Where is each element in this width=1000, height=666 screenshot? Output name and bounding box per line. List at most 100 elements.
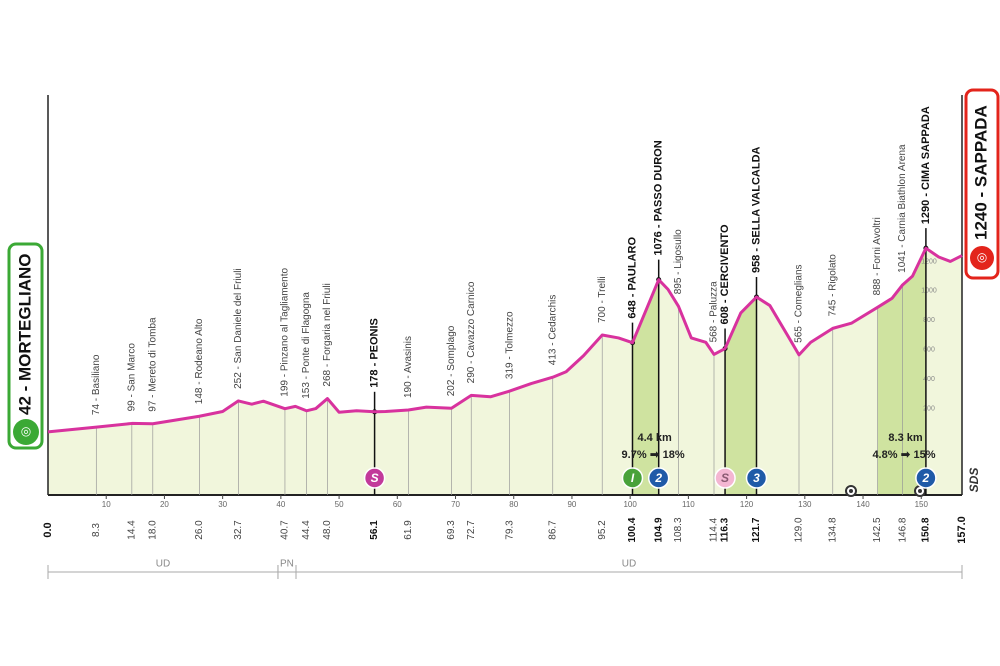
- marker-label: S: [721, 471, 729, 485]
- x-tick-label: 30: [218, 500, 227, 509]
- steep-arrow: ➡: [650, 449, 660, 461]
- marker-label: 2: [922, 471, 930, 485]
- waypoint-label: 1076 - PASSO DURON: [653, 140, 665, 255]
- waypoint-km: 26.0: [194, 520, 205, 540]
- x-tick-label: 20: [160, 500, 169, 509]
- waypoint-km: 69.3: [446, 520, 457, 540]
- logo: SDS: [967, 468, 981, 493]
- waypoint-label: 648 - PAULARO: [626, 237, 638, 319]
- plot: [48, 248, 962, 495]
- waypoint-label: 745 - Rigolato: [827, 254, 838, 317]
- waypoint-km: 100.4: [627, 517, 638, 542]
- waypoint-label: 895 - Ligosullo: [673, 229, 684, 294]
- x-tick-label: 90: [567, 500, 576, 509]
- waypoint-label: 202 - Somplago: [446, 325, 457, 396]
- x-tick-label: 100: [623, 500, 637, 509]
- region-label: UD: [156, 559, 170, 570]
- waypoint-km: 72.7: [466, 520, 477, 540]
- steep-grade: 4.8%: [872, 449, 897, 461]
- waypoint-label: 290 - Cavazzo Carnico: [466, 281, 477, 383]
- waypoint-label: 565 - Comeglians: [794, 264, 805, 342]
- waypoint-label: 148 - Rodeano Alto: [194, 318, 205, 404]
- y-tick-label: 600: [923, 347, 935, 354]
- waypoint-label: 1041 - Carnia Biathlon Arena: [897, 144, 908, 273]
- waypoint-km: 129.0: [794, 517, 805, 542]
- marker-label: 2: [654, 471, 662, 485]
- y-tick-label: 400: [923, 376, 935, 383]
- x-tick-label: 70: [451, 500, 460, 509]
- waypoint-label: 608 - CERCIVENTO: [719, 224, 731, 324]
- x-tick-label: 40: [276, 500, 285, 509]
- waypoint-km: 48.0: [322, 520, 333, 540]
- steep-grade: 9.7%: [622, 449, 647, 461]
- waypoint-label: 99 - San Marco: [126, 343, 137, 412]
- marker: [647, 467, 670, 489]
- steep-length: 4.4 km: [637, 432, 671, 444]
- endpoint-km: 157.0: [956, 516, 968, 544]
- marker-label: 3: [753, 471, 760, 485]
- waypoint-km: 56.1: [369, 520, 380, 540]
- waypoint-label: 1290 - CIMA SAPPADA: [920, 106, 932, 224]
- waypoint-label: 190 - Avasinis: [403, 336, 414, 398]
- x-tick-label: 60: [393, 500, 402, 509]
- waypoint-km: 44.4: [301, 520, 312, 540]
- x-tick-label: 130: [798, 500, 812, 509]
- x-tick-label: 110: [682, 500, 695, 509]
- waypoint-label: 700 - Trelli: [597, 276, 608, 323]
- x-tick-label: 140: [856, 500, 870, 509]
- profile-line: [47, 246, 963, 434]
- icon: [849, 489, 853, 493]
- waypoint-label: 153 - Ponte di Flagogna: [301, 292, 312, 399]
- finish-icon-glyph: ◎: [977, 250, 987, 264]
- marker: [915, 467, 937, 489]
- y-tick-label: 1200: [921, 258, 937, 265]
- waypoint-km: 114.4: [709, 517, 720, 542]
- y-tick-label: 800: [923, 317, 935, 324]
- waypoint-km: 150.8: [921, 517, 932, 542]
- waypoint-km: 8.3: [91, 523, 102, 537]
- marker: [714, 467, 736, 489]
- start-label: 42 - MORTEGLIANO: [15, 253, 34, 415]
- region-label: UD: [622, 559, 636, 570]
- waypoint-label: 888 - Forni Avoltri: [872, 217, 883, 295]
- region-label: PN: [280, 559, 294, 570]
- waypoint-label: 252 - San Daniele del Friuli: [233, 268, 244, 389]
- start-icon: [13, 419, 39, 445]
- waypoint-km: 142.5: [872, 517, 883, 542]
- waypoint-km: 95.2: [597, 520, 608, 540]
- x-tick-label: 80: [509, 500, 518, 509]
- waypoint-km: 134.8: [827, 517, 838, 542]
- waypoint-km: 14.4: [126, 520, 137, 540]
- waypoint-km: 116.3: [720, 517, 731, 542]
- x-tick-label: 150: [915, 500, 929, 509]
- y-tick-label: 200: [923, 405, 935, 412]
- start-box: [7, 242, 44, 450]
- waypoint-label: 199 - Pinzano al Tagliamento: [280, 267, 291, 396]
- waypoint-label: 413 - Cedarchis: [547, 295, 558, 366]
- marker: [363, 467, 386, 489]
- waypoint-label: 178 - PEONIS: [369, 318, 381, 388]
- y-tick-label: 1000: [921, 288, 937, 295]
- marker: [621, 467, 644, 489]
- marker-label: I: [631, 471, 635, 485]
- waypoint-km: 121.7: [751, 517, 762, 542]
- waypoint-km: 18.0: [147, 520, 158, 540]
- x-tick-label: 10: [102, 500, 111, 509]
- waypoint-label: 97 - Mereto di Tomba: [147, 317, 158, 412]
- waypoint-km: 146.8: [897, 517, 908, 542]
- waypoint-label: 958 - SELLA VALCALDA: [750, 146, 762, 273]
- waypoint-label: 268 - Forgaria nel Friuli: [322, 283, 333, 386]
- steep-max: 15%: [914, 449, 936, 461]
- finish-box: [964, 88, 1000, 280]
- waypoint-km: 86.7: [547, 520, 558, 540]
- waypoint-label: 568 - Paluzza: [709, 281, 720, 343]
- icon: [918, 489, 922, 493]
- waypoint-label: 74 - Basiliano: [91, 354, 102, 415]
- waypoint-km: 32.7: [233, 520, 244, 540]
- waypoint-km: 108.3: [673, 517, 684, 542]
- finish-icon: [970, 246, 994, 270]
- waypoint-km: 104.9: [653, 517, 664, 542]
- x-tick-label: 120: [740, 500, 754, 509]
- x-tick-label: 50: [335, 500, 344, 509]
